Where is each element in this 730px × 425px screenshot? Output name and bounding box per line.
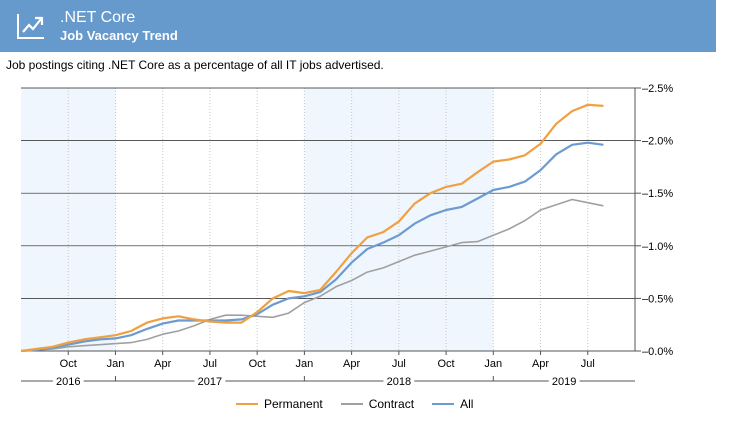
year-label-3: 2019	[552, 376, 576, 388]
y-tick-label-3: –1.5%	[642, 188, 673, 200]
page-subtitle: Job Vacancy Trend	[60, 28, 178, 43]
legend-item-permanent: Permanent	[236, 397, 323, 411]
legend-label-all: All	[460, 397, 474, 411]
chart-legend: Permanent Contract All	[236, 397, 491, 411]
series-line-all	[20, 141, 604, 353]
x-tick-label-9: Jan	[484, 358, 502, 370]
x-tick-label-11: Jul	[581, 358, 595, 370]
x-tick-label-7: Jul	[392, 358, 406, 370]
x-tick-label-8: Oct	[438, 358, 455, 370]
year-label-bg-1	[194, 379, 226, 383]
y-tick-label-5: –2.5%	[642, 83, 673, 95]
y-tick-label-0: –0.0%	[642, 346, 673, 358]
x-tick-label-1: Jan	[107, 358, 125, 370]
x-tick-label-10: Apr	[532, 358, 549, 370]
x-tick-label-4: Oct	[249, 358, 266, 370]
x-tick-label-5: Jan	[296, 358, 314, 370]
y-tick-label-4: –2.0%	[642, 136, 673, 148]
year-label-2: 2018	[387, 376, 411, 388]
series-line-contract	[20, 198, 604, 352]
series-line-permanent	[20, 103, 604, 353]
year-label-1: 2017	[198, 376, 222, 388]
legend-swatch-contract	[340, 403, 363, 405]
trend-chart-icon	[17, 14, 44, 39]
year-label-bg-2	[383, 379, 415, 383]
legend-swatch-all	[432, 403, 455, 405]
y-tick-label-2: –1.0%	[642, 241, 673, 253]
page-title: .NET Core	[60, 9, 136, 26]
x-tick-label-6: Apr	[343, 358, 360, 370]
y-tick-label-1: –0.5%	[642, 293, 673, 305]
header-banner: .NET Core Job Vacancy Trend	[0, 0, 716, 52]
year-label-bg-0	[52, 379, 84, 383]
legend-swatch-permanent	[236, 403, 258, 405]
legend-label-permanent: Permanent	[264, 397, 323, 411]
x-tick-label-0: Oct	[60, 358, 77, 370]
year-label-0: 2016	[56, 376, 80, 388]
x-tick-label-3: Jul	[203, 358, 217, 370]
year-label-bg-3	[548, 379, 580, 383]
x-tick-label-2: Apr	[154, 358, 171, 370]
legend-label-contract: Contract	[368, 397, 415, 411]
trend-chart: –0.0% –0.5% –1.0% –1.5% –2.0% –2.5% Oct Jan Apr J…	[20, 83, 673, 388]
legend-item-all: All	[432, 397, 473, 411]
legend-item-contract: Contract	[340, 397, 415, 411]
chart-caption: Job postings citing .NET Core as a perce…	[6, 58, 384, 72]
